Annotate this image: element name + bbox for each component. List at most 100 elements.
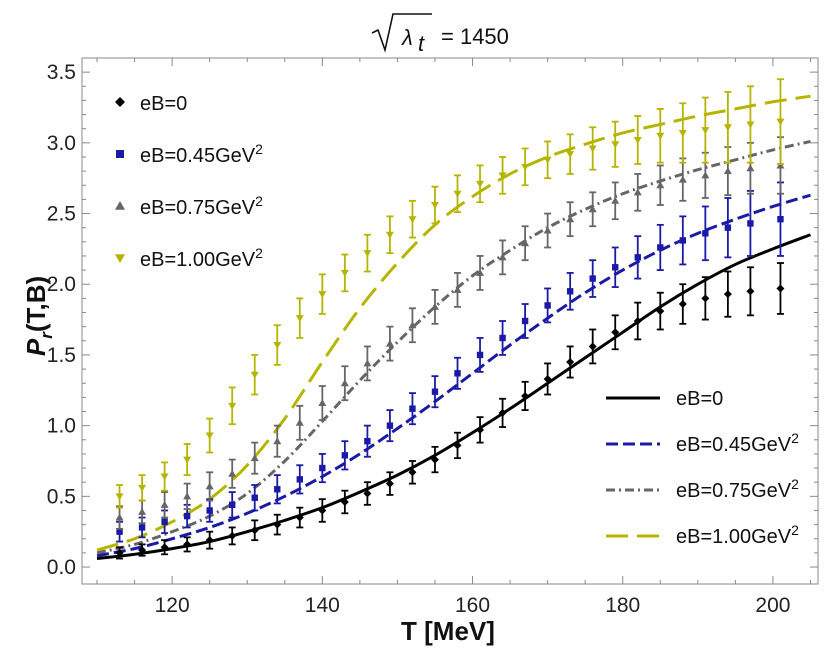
line-legend-label: eB=0 [676,388,723,410]
data-point [701,171,710,179]
data-point [115,493,124,501]
data-point [340,497,349,506]
data-point [251,494,258,501]
data-point [702,230,709,237]
data-point [296,476,303,483]
data-point [633,188,642,196]
data-point [746,164,755,172]
data-point [543,156,552,164]
data-point [723,290,732,299]
line-legend: eB=0 eB=0.45GeV2 eB=0.75GeV2 eB=1.00GeV2 [606,388,799,548]
data-point [183,540,192,549]
x-tick-label: 160 [455,594,490,617]
legends: eB=0 eB=0.45GeV2 eB=0.75GeV2 eB=1.00GeV2 eB=… [115,93,799,548]
data-point [679,237,687,244]
point-legend-label: eB=0.75GeV2 [140,193,263,219]
data-point [430,302,439,310]
lattice-points [115,78,785,560]
chart-title: λ t = 1450 [371,13,509,56]
data-point [340,379,349,387]
y-axis-label-subscript: r [37,331,56,339]
line-legend-label: eB=1.00GeV2 [676,522,799,548]
data-point [273,342,282,350]
data-point [588,342,597,351]
point-legend-label: eB=0.45GeV2 [140,141,263,167]
point-legend: eB=0 eB=0.45GeV2 eB=0.75GeV2 eB=1.00GeV2 [115,93,263,271]
data-point [205,482,214,490]
data-point [544,302,551,309]
x-tick-label: 180 [605,594,640,617]
point-legend-marker [116,150,124,158]
model-curve-3 [96,94,811,552]
data-point [454,370,461,377]
data-point [409,405,416,412]
y-tick-label: 2.0 [47,273,76,296]
data-point [408,321,417,329]
data-point [364,437,371,445]
data-point [319,464,326,472]
y-tick-label: 1.0 [47,415,76,438]
data-point [611,141,620,149]
data-point [295,513,304,522]
data-point [498,253,507,261]
data-point [138,484,147,492]
data-point [521,163,530,171]
svg-text:Pr(T,B): Pr(T,B) [21,276,56,356]
data-point [566,358,575,367]
y-tick-label: 3.5 [47,61,76,84]
data-point [250,526,259,535]
data-point [318,291,327,299]
y-tick-label: 1.5 [47,344,76,367]
plot-area-border [81,57,819,585]
line-legend-label: eB=0.75GeV2 [676,476,799,502]
data-point [566,215,575,223]
data-point [521,239,530,247]
data-point [611,196,620,204]
title-radicand: λ [401,25,413,50]
sqrt-symbol [371,13,432,53]
data-point [634,254,641,261]
data-point [183,492,192,500]
lattice-series-1 [116,181,784,543]
data-point [160,500,169,508]
data-point [453,190,462,198]
data-point [746,287,755,296]
data-point [183,512,191,520]
data-point [228,469,237,477]
lattice-series-2 [115,136,785,530]
point-legend-marker [115,97,125,107]
data-point [386,422,394,429]
x-tick-label: 200 [755,594,790,617]
data-point [633,317,642,325]
point-legend-marker [115,201,125,210]
title-subscript: t [418,31,425,56]
data-point [385,231,394,239]
data-point [476,425,485,434]
data-point [408,216,417,224]
data-point [656,132,665,140]
data-point [385,479,394,488]
data-point [115,548,124,557]
data-point [274,486,281,493]
data-point [318,506,327,515]
data-point [747,220,754,227]
x-axis-label: T [MeV] [401,616,495,646]
data-point [206,507,213,514]
y-tick-label: 0.0 [47,556,76,579]
data-point [138,524,146,531]
data-point [431,388,439,395]
data-point [588,145,597,153]
data-point [633,137,642,145]
data-point [430,455,439,464]
data-point [566,151,575,159]
data-point [521,391,530,400]
data-point [138,507,147,515]
data-point [543,226,552,234]
data-point [589,275,596,282]
data-point [138,546,147,555]
model-curve-2 [96,139,811,555]
data-point [521,317,529,325]
data-point [476,351,484,359]
data-point [430,202,439,210]
